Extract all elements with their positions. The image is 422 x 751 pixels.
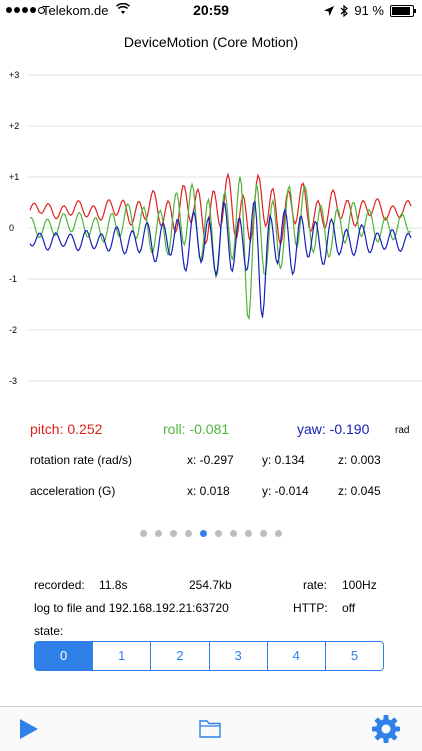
recorded-size: 254.7kb [189,578,232,592]
bottom-toolbar [0,706,422,751]
state-segment-4[interactable]: 4 [266,642,325,670]
state-segment-1[interactable]: 1 [92,642,150,670]
page-dot[interactable] [170,530,177,537]
battery-icon [390,4,416,17]
page-dot[interactable] [185,530,192,537]
y-tick-label: 0 [9,223,14,233]
yaw-readout: yaw: -0.190 [297,421,370,437]
rate-value: 100Hz [342,578,377,592]
acceleration-z-value: z: 0.045 [338,484,381,498]
y-tick-label: +3 [9,70,19,80]
pitch-readout: pitch: 0.252 [30,421,103,437]
status-right: 91 % [324,3,416,18]
recorded-time: 11.8s [99,578,128,592]
folder-icon[interactable] [199,718,221,738]
page-control[interactable] [0,530,422,537]
log-destination: log to file and 192.168.192.21:63720 [34,601,229,615]
roll-series-line [29,176,412,321]
y-tick-label: +1 [9,172,19,182]
acceleration-label: acceleration (G) [30,484,116,498]
y-tick-label: -1 [9,274,17,284]
recorded-label: recorded: [34,578,85,592]
state-segment-0[interactable]: 0 [35,642,93,670]
page-dot[interactable] [230,530,237,537]
state-segment-2[interactable]: 2 [150,642,208,670]
rate-label: rate: [303,578,328,592]
bluetooth-icon [340,4,349,17]
page-dot[interactable] [245,530,252,537]
rotation-y-value: y: 0.134 [262,453,305,467]
roll-readout: roll: -0.081 [163,421,230,437]
carrier-name: Telekom.de [42,3,109,18]
gear-icon[interactable] [371,714,401,744]
http-value: off [342,601,356,615]
page-dot[interactable] [140,530,147,537]
signal-strength-icon [6,7,45,14]
play-icon[interactable] [20,719,38,739]
yaw-series-line [29,200,412,318]
page-title: DeviceMotion (Core Motion) [123,34,299,50]
rotation-x-value: x: -0.297 [187,453,234,467]
y-tick-label: +2 [9,121,19,131]
motion-chart: +3 +2 +1 0 -1 -2 -3 [9,70,422,386]
clock: 20:59 [193,2,229,18]
wifi-icon [116,3,130,14]
state-segment-5[interactable]: 5 [324,642,383,670]
location-arrow-icon [324,5,335,16]
acceleration-x-value: x: 0.018 [187,484,230,498]
acceleration-y-value: y: -0.014 [262,484,309,498]
angle-unit-label: rad [395,425,410,436]
state-label: state: [34,624,64,638]
page-dot[interactable] [275,530,282,537]
page-dot[interactable] [200,530,207,537]
page-dot[interactable] [215,530,222,537]
rotation-z-value: z: 0.003 [338,453,381,467]
page-dot[interactable] [260,530,267,537]
rotation-rate-label: rotation rate (rad/s) [30,453,133,467]
battery-percent: 91 % [354,3,384,18]
http-label: HTTP: [293,601,328,615]
state-segment-3[interactable]: 3 [208,642,267,670]
page-dot[interactable] [155,530,162,537]
y-tick-label: -3 [9,376,17,386]
y-tick-label: -2 [9,325,17,335]
status-bar: Telekom.de 20:59 91 % [0,0,422,22]
